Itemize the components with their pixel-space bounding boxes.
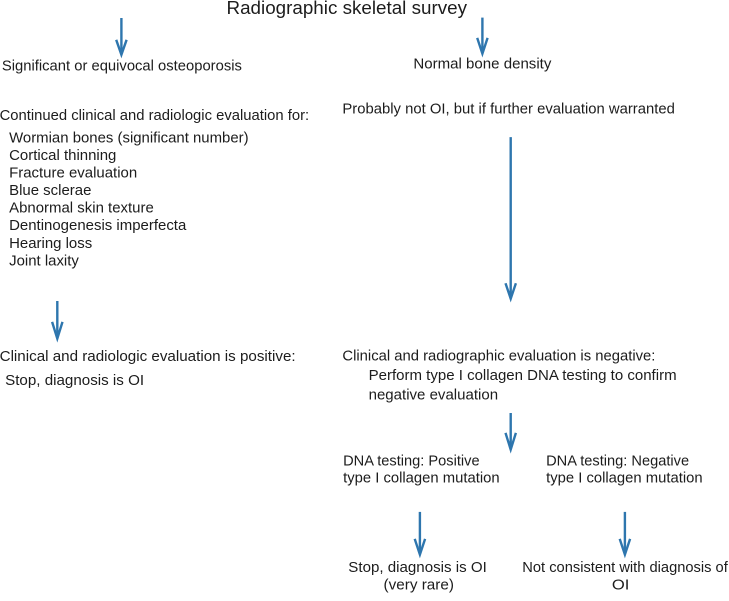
svg-text:Stop, diagnosis is OI: Stop, diagnosis is OI: [5, 373, 144, 389]
svg-text:Clinical and radiologic evalua: Clinical and radiologic evaluation is po…: [0, 349, 296, 365]
svg-text:Continued clinical and radiolo: Continued clinical and radiologic evalua…: [0, 108, 309, 124]
svg-text:DNA testing: Negative: DNA testing: Negative: [546, 453, 689, 469]
svg-text:Hearing loss: Hearing loss: [9, 236, 92, 252]
svg-text:Stop, diagnosis is OI: Stop, diagnosis is OI: [348, 560, 487, 576]
svg-text:negative evaluation: negative evaluation: [369, 388, 499, 404]
svg-text:Dentinogenesis imperfecta: Dentinogenesis imperfecta: [9, 218, 187, 234]
svg-text:DNA testing: Positive: DNA testing: Positive: [343, 453, 480, 469]
svg-text:type I collagen mutation: type I collagen mutation: [546, 471, 703, 487]
svg-text:Not consistent with diagnosis: Not consistent with diagnosis of: [522, 560, 728, 576]
svg-text:Significant or equivocal osteo: Significant or equivocal osteoporosis: [2, 58, 242, 74]
svg-text:Blue sclerae: Blue sclerae: [9, 183, 91, 199]
svg-text:Joint laxity: Joint laxity: [9, 253, 80, 269]
svg-text:Abnormal skin texture: Abnormal skin texture: [9, 201, 154, 217]
svg-text:Clinical and radiographic eval: Clinical and radiographic evaluation is …: [342, 348, 655, 364]
svg-text:OI: OI: [612, 578, 630, 594]
svg-text:Radiographic skeletal survey: Radiographic skeletal survey: [227, 0, 468, 18]
svg-text:Probably not OI, but if furthe: Probably not OI, but if further evaluati…: [342, 102, 675, 118]
svg-text:type I collagen mutation: type I collagen mutation: [343, 471, 499, 487]
svg-text:(very rare): (very rare): [384, 578, 455, 594]
svg-text:Perform type I collagen DNA te: Perform type I collagen DNA testing to c…: [369, 368, 677, 384]
svg-text:Cortical thinning: Cortical thinning: [9, 148, 116, 164]
svg-text:Wormian bones (significant num: Wormian bones (significant number): [9, 131, 249, 147]
svg-text:Normal bone density: Normal bone density: [413, 56, 552, 72]
svg-text:Fracture evaluation: Fracture evaluation: [9, 166, 137, 182]
